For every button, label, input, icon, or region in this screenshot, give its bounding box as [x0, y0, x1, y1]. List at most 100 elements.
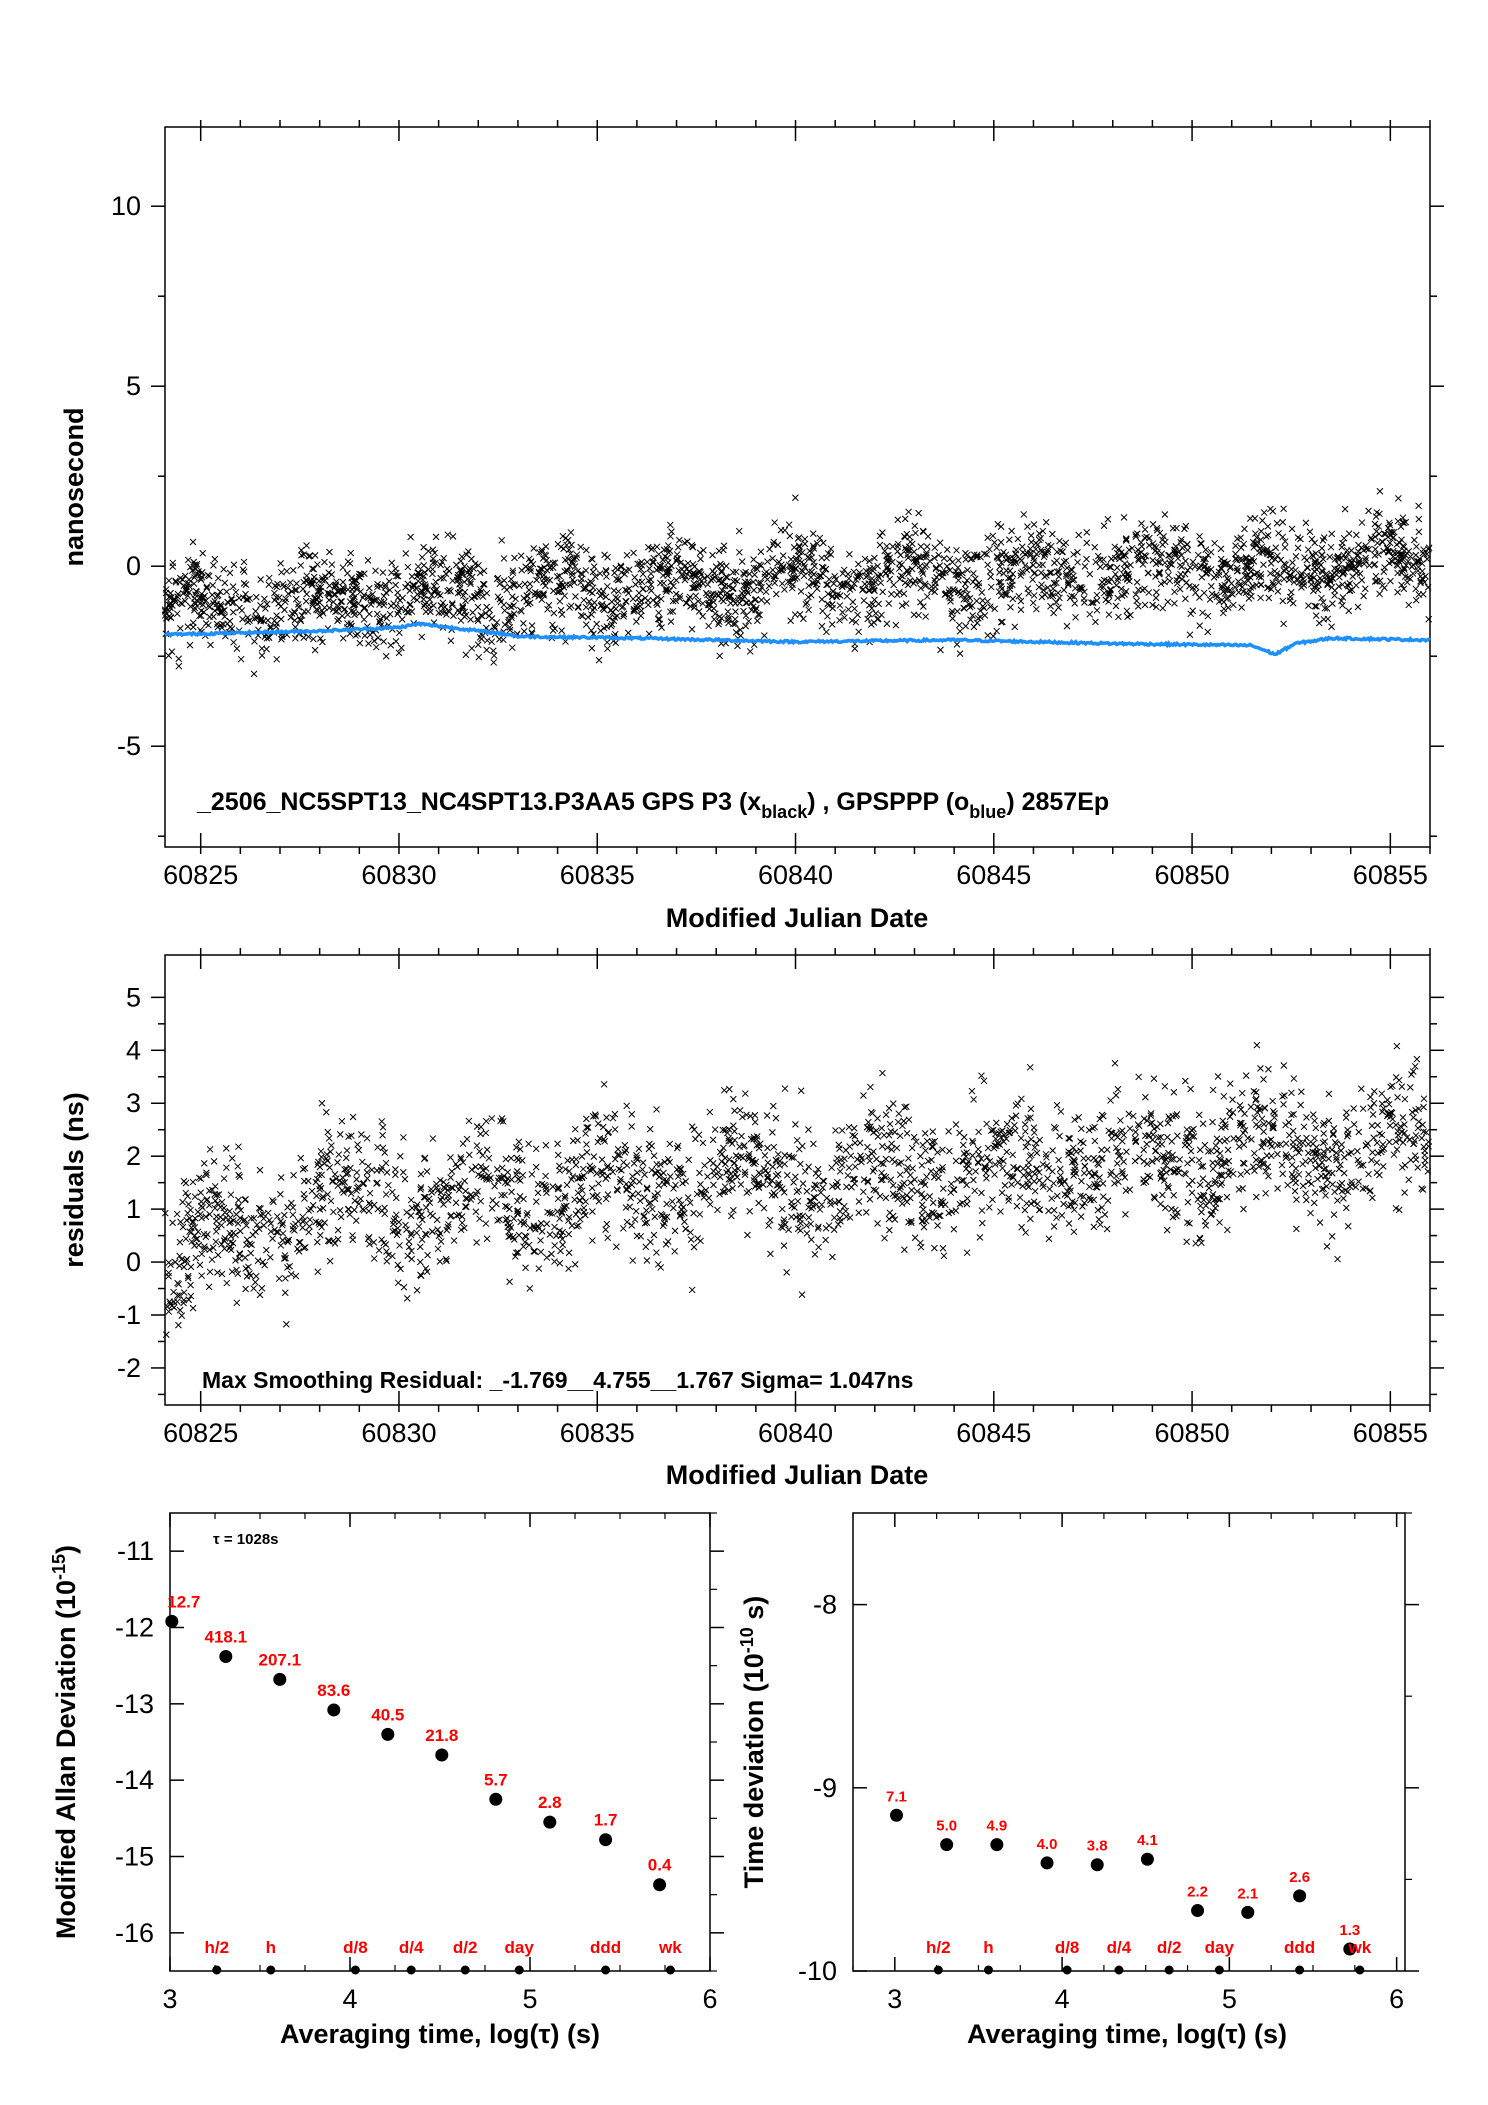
- x-marker: [1297, 535, 1304, 543]
- x-marker: [1209, 1165, 1217, 1173]
- x-marker: [311, 646, 319, 654]
- x-marker: [432, 533, 440, 541]
- x-marker: [1424, 584, 1432, 591]
- x-marker: [920, 528, 927, 536]
- x-marker: [457, 557, 465, 565]
- x-marker: [593, 620, 601, 628]
- x-marker: [690, 1243, 698, 1251]
- x-marker: [1274, 1185, 1281, 1192]
- x-marker: [940, 1252, 948, 1260]
- x-marker: [522, 563, 530, 571]
- x-marker: [911, 1234, 919, 1242]
- x-marker: [1376, 487, 1384, 495]
- x-marker: [1194, 1196, 1202, 1203]
- x-marker: [1030, 1178, 1038, 1185]
- x-marker: [477, 1123, 485, 1131]
- x-marker: [1152, 1147, 1160, 1155]
- x-marker: [1132, 1128, 1139, 1136]
- x-marker: [653, 543, 661, 551]
- x-marker: [999, 618, 1006, 626]
- x-marker: [1152, 573, 1159, 580]
- x-marker: [983, 1120, 991, 1128]
- x-marker: [298, 612, 306, 619]
- x-marker: [667, 578, 675, 586]
- x-marker: [1134, 602, 1142, 610]
- x-marker: [1425, 544, 1433, 552]
- x-marker: [460, 1224, 468, 1232]
- x-marker: [189, 1219, 197, 1227]
- x-marker: [717, 560, 724, 568]
- x-marker: [742, 599, 750, 607]
- x-marker: [366, 1240, 373, 1248]
- x-marker: [1272, 544, 1280, 552]
- x-marker: [718, 567, 726, 575]
- x-marker: [696, 567, 703, 575]
- x-marker: [480, 580, 488, 588]
- x-marker: [1373, 528, 1380, 535]
- x-marker: [994, 520, 1002, 528]
- x-marker: [603, 573, 610, 580]
- x-marker: [1252, 1193, 1260, 1201]
- x-marker: [931, 1244, 938, 1252]
- x-marker: [730, 1122, 737, 1129]
- x-marker: [700, 546, 707, 554]
- x-marker: [290, 1171, 297, 1179]
- x-marker: [929, 1128, 937, 1135]
- x-marker: [1289, 1143, 1297, 1150]
- x-marker: [828, 1164, 835, 1172]
- x-marker: [1229, 591, 1236, 598]
- x-marker: [612, 564, 620, 572]
- x-marker: [380, 601, 388, 609]
- x-marker: [434, 1245, 442, 1253]
- x-marker: [325, 604, 333, 612]
- x-marker: [672, 576, 680, 584]
- x-marker: [355, 600, 362, 607]
- x-marker: [380, 1239, 388, 1247]
- x-marker: [469, 609, 477, 616]
- x-marker: [508, 1188, 515, 1196]
- x-marker: [355, 1146, 363, 1154]
- x-marker: [1405, 1176, 1413, 1184]
- x-marker: [1011, 623, 1019, 631]
- x-marker: [1077, 1213, 1085, 1220]
- x-marker: [883, 620, 891, 628]
- x-marker: [715, 618, 723, 626]
- x-marker: [885, 1215, 893, 1223]
- x-marker: [876, 1192, 884, 1200]
- x-marker: [176, 574, 184, 582]
- x-marker: [338, 612, 346, 620]
- x-marker: [457, 617, 465, 624]
- x-marker: [580, 1204, 588, 1212]
- x-marker: [214, 574, 222, 582]
- x-marker: [212, 1238, 220, 1246]
- x-marker: [488, 638, 496, 646]
- x-marker: [1140, 1115, 1148, 1123]
- x-marker: [498, 1164, 506, 1172]
- y-tick-label: -1: [117, 1300, 141, 1330]
- x-marker: [594, 1138, 602, 1146]
- x-marker: [500, 555, 508, 562]
- x-marker: [1236, 1102, 1244, 1109]
- x-marker: [180, 1177, 188, 1185]
- x-marker: [989, 1126, 997, 1134]
- x-marker: [1420, 1095, 1428, 1103]
- x-marker: [364, 557, 372, 564]
- x-marker: [1401, 1189, 1408, 1196]
- x-marker: [1003, 591, 1011, 599]
- x-marker: [206, 1210, 213, 1218]
- x-marker: [1288, 1111, 1295, 1119]
- x-marker: [1033, 1149, 1041, 1157]
- x-marker: [373, 596, 380, 604]
- x-marker: [1171, 546, 1179, 554]
- x-marker: [1284, 1181, 1292, 1189]
- x-marker: [572, 1161, 580, 1169]
- x-marker: [987, 583, 995, 591]
- x-marker: [1267, 570, 1274, 577]
- x-marker: [456, 609, 463, 617]
- x-marker: [209, 1244, 217, 1252]
- x-marker: [1050, 1179, 1057, 1187]
- x-marker: [1340, 1194, 1347, 1202]
- x-marker: [174, 590, 182, 598]
- x-marker: [1401, 573, 1409, 580]
- x-marker: [292, 595, 300, 603]
